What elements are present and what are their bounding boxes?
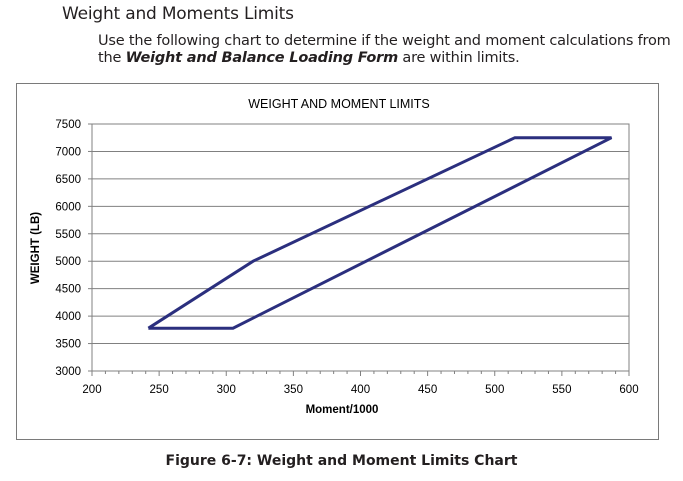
x-tick-labels: 200 250 300 350 400 450 500 550 600 — [82, 384, 638, 396]
y-tick-label: 5000 — [55, 256, 81, 268]
grid-lines — [92, 150, 629, 345]
figure-caption: Figure 6-7: Weight and Moment Limits Cha… — [165, 453, 518, 469]
y-tick-labels: 3000 3500 4000 4500 5000 5500 6000 6500 7000 7500 — [55, 119, 81, 378]
chart-container: WEIGHT AND MOMENT LIMITS 3000 3500 4000 450… — [16, 83, 659, 440]
y-tick-label: 4000 — [55, 311, 81, 323]
intro-text-end: are within limits. — [397, 50, 520, 66]
x-tick-label: 500 — [485, 384, 504, 396]
y-tick-label: 3500 — [55, 339, 81, 351]
intro-text-start: Use the following chart to determine if … — [98, 33, 671, 66]
x-tick-label: 250 — [150, 384, 169, 396]
y-tick-label: 6500 — [55, 174, 81, 186]
x-tick-label: 200 — [82, 384, 101, 396]
x-tick-label: 600 — [619, 384, 638, 396]
x-axis-label: Moment/1000 — [306, 404, 379, 416]
limits-envelope-line — [147, 136, 613, 330]
x-tick-label: 300 — [217, 384, 236, 396]
x-tick-label: 550 — [552, 384, 571, 396]
x-tick-label: 350 — [284, 384, 303, 396]
weight-moment-chart: WEIGHT AND MOMENT LIMITS 3000 3500 4000 450… — [30, 97, 639, 416]
series-layer — [147, 136, 613, 330]
x-tick-label: 400 — [351, 384, 370, 396]
y-tick-label: 6000 — [55, 201, 81, 213]
plot-area-border — [91, 123, 630, 372]
y-tick-label: 5500 — [55, 229, 81, 241]
section-title: Weight and Moments Limits — [62, 4, 294, 24]
x-tick-label: 450 — [418, 384, 437, 396]
y-tick-label: 3000 — [55, 366, 81, 378]
y-tick-label: 7500 — [55, 119, 81, 131]
intro-paragraph: Use the following chart to determine if … — [98, 33, 673, 67]
intro-form-name: Weight and Balance Loading Form — [125, 50, 399, 66]
y-tick-label: 7000 — [55, 146, 81, 158]
y-tick-label: 4500 — [55, 284, 81, 296]
y-axis-label: WEIGHT (LB) — [30, 212, 42, 284]
axis-ticks — [88, 123, 630, 376]
chart-title: WEIGHT AND MOMENT LIMITS — [248, 97, 430, 111]
